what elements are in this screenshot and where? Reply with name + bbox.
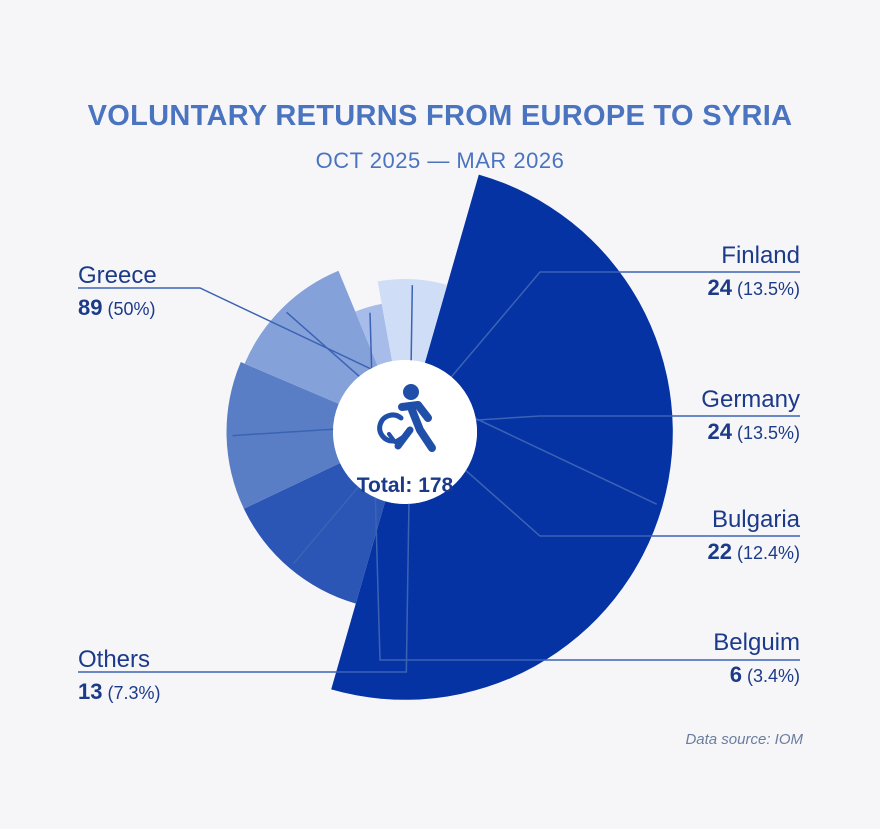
slice-label-greece: Greece	[78, 262, 157, 289]
person-returning-arrow-icon	[377, 384, 436, 452]
slice-germany	[226, 362, 340, 509]
slice-value-others: 13 (7.3%)	[78, 679, 161, 704]
chart-title: VOLUNTARY RETURNS FROM EUROPE TO SYRIA	[88, 100, 793, 132]
leader-line-greece	[78, 287, 657, 505]
slice-label-belguim: Belguim	[713, 629, 800, 656]
slice-label-finland: Finland	[721, 242, 800, 269]
slice-label-germany: Germany	[701, 386, 800, 413]
slice-belguim	[355, 303, 393, 366]
slice-label-bulgaria: Bulgaria	[712, 506, 801, 533]
slice-value-germany: 24 (13.5%)	[707, 419, 800, 444]
chart-subtitle: OCT 2025 — MAR 2026	[316, 148, 565, 173]
slice-greece	[331, 174, 673, 700]
slice-labels: Greece 89 (50%) Finland 24 (13.5%) Germany 24…	[78, 242, 801, 704]
slice-label-others: Others	[78, 646, 150, 673]
slice-bulgaria	[244, 270, 378, 404]
slice-value-greece: 89 (50%)	[78, 295, 156, 320]
total-label: Total: 178	[357, 474, 454, 497]
slice-value-belguim: 6 (3.4%)	[730, 662, 800, 687]
slice-value-finland: 24 (13.5%)	[707, 275, 800, 300]
slice-value-bulgaria: 22 (12.4%)	[707, 539, 800, 564]
data-source: Data source: IOM	[685, 731, 803, 748]
